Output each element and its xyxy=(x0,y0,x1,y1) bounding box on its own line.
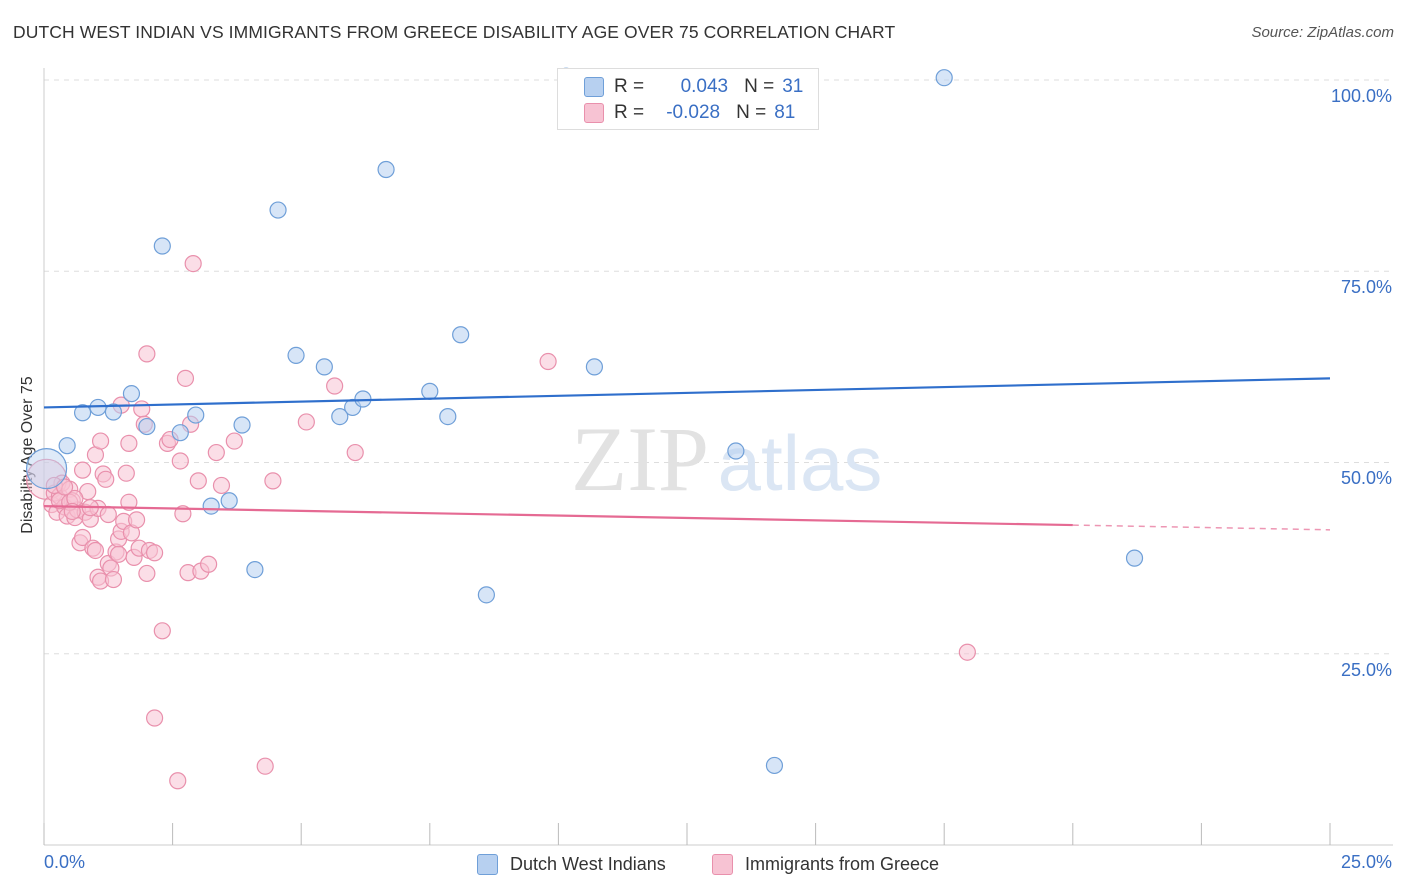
pink-point xyxy=(91,432,110,450)
blue-point xyxy=(585,358,604,376)
pink-point xyxy=(117,464,135,482)
blue-point xyxy=(1125,549,1144,567)
pink-r-value: -0.028 xyxy=(666,102,721,123)
blue-point xyxy=(765,756,784,775)
blue-point xyxy=(138,417,156,436)
blue-point xyxy=(233,416,251,434)
pink-point xyxy=(200,555,218,573)
blue-point xyxy=(477,586,495,604)
blue-point xyxy=(727,442,745,460)
blue-point xyxy=(331,408,349,426)
pink-point xyxy=(133,400,151,418)
blue-point xyxy=(935,69,953,87)
pink-point xyxy=(256,757,274,775)
chart-title: DUTCH WEST INDIAN VS IMMIGRANTS FROM GRE… xyxy=(13,22,896,42)
blue-point xyxy=(246,560,264,579)
watermark-zip: ZIP xyxy=(571,408,709,510)
blue-point xyxy=(187,406,205,424)
pink-point xyxy=(326,377,344,395)
blue-point xyxy=(421,382,439,400)
stats-row-blue: R = 0.043 N = 31 xyxy=(584,75,803,99)
y-tick-label: 75.0% xyxy=(1340,277,1392,297)
x-tick-label: 25.0% xyxy=(1340,852,1392,872)
stats-row-pink: R = -0.028 N = 81 xyxy=(584,101,795,125)
n-label: N = xyxy=(744,76,775,97)
y-tick-label: 100.0% xyxy=(1330,86,1392,106)
pink-point xyxy=(109,545,128,563)
pink-point xyxy=(99,505,117,524)
blue-point xyxy=(439,408,457,426)
blue-point xyxy=(287,346,305,364)
blue-legend-swatch-icon xyxy=(477,853,498,875)
blue-point xyxy=(452,326,470,344)
stats-box: R = 0.043 N = 31 R = -0.028 N = 81 xyxy=(557,68,819,130)
blue-point xyxy=(153,237,171,255)
pink-trend-line xyxy=(43,505,1073,527)
axes xyxy=(43,68,1393,846)
pink-point xyxy=(104,570,123,589)
pink-point xyxy=(120,493,138,511)
pink-point xyxy=(189,472,207,490)
pink-point xyxy=(207,443,225,462)
gridlines xyxy=(44,79,1393,655)
pink-point xyxy=(225,432,243,450)
blue-point xyxy=(25,448,68,490)
pink-point xyxy=(153,622,171,640)
legend-item-blue[interactable]: Dutch West Indians xyxy=(477,852,666,876)
pink-n-value: 81 xyxy=(774,102,796,123)
pink-trend-line-dashed xyxy=(1072,524,1331,531)
watermark-atlas: atlas xyxy=(718,419,883,507)
blue-point xyxy=(171,424,189,442)
legend-label-pink: Immigrants from Greece xyxy=(745,853,940,874)
blue-point xyxy=(73,404,92,422)
pink-point xyxy=(346,443,364,462)
blue-swatch-icon xyxy=(584,77,604,97)
pink-point xyxy=(145,709,164,727)
blue-point xyxy=(122,385,141,403)
blue-point xyxy=(315,358,333,376)
pink-point xyxy=(171,452,189,470)
blue-points xyxy=(25,67,1144,775)
blue-point xyxy=(377,160,395,179)
pink-point xyxy=(86,541,105,560)
blue-n-value: 31 xyxy=(782,76,804,97)
blue-point xyxy=(104,403,123,421)
blue-point xyxy=(202,497,220,515)
pink-point xyxy=(184,255,202,273)
pink-point xyxy=(176,369,195,387)
blue-point xyxy=(58,437,76,455)
y-tick-label: 50.0% xyxy=(1340,468,1392,488)
pink-point xyxy=(127,511,146,529)
pink-point xyxy=(539,352,557,371)
pink-point xyxy=(297,413,315,431)
legend-item-pink[interactable]: Immigrants from Greece xyxy=(712,852,939,876)
pink-point xyxy=(138,564,156,583)
y-tick-label: 25.0% xyxy=(1340,660,1392,680)
trend-lines xyxy=(43,377,1331,531)
pink-point xyxy=(212,476,231,495)
blue-point xyxy=(220,492,238,510)
blue-r-value: 0.043 xyxy=(680,76,729,97)
pink-legend-swatch-icon xyxy=(712,853,733,875)
r-label: R = xyxy=(614,102,645,123)
blue-point xyxy=(269,201,287,219)
r-label: R = xyxy=(614,76,645,97)
pink-swatch-icon xyxy=(584,103,604,123)
pink-points xyxy=(25,255,976,790)
source-label: Source: ZipAtlas.com xyxy=(1251,24,1394,41)
pink-point xyxy=(73,528,92,547)
legend-label-blue: Dutch West Indians xyxy=(510,853,666,874)
pink-point xyxy=(169,772,187,790)
n-label: N = xyxy=(736,102,767,123)
pink-point xyxy=(264,472,282,490)
x-tick-label: 0.0% xyxy=(44,852,86,872)
pink-point xyxy=(97,470,115,488)
pink-point xyxy=(73,461,92,479)
blue-trend-line xyxy=(43,377,1331,409)
pink-point xyxy=(120,434,138,452)
pink-point xyxy=(958,643,976,661)
pink-point xyxy=(138,345,156,363)
pink-point xyxy=(145,544,164,562)
